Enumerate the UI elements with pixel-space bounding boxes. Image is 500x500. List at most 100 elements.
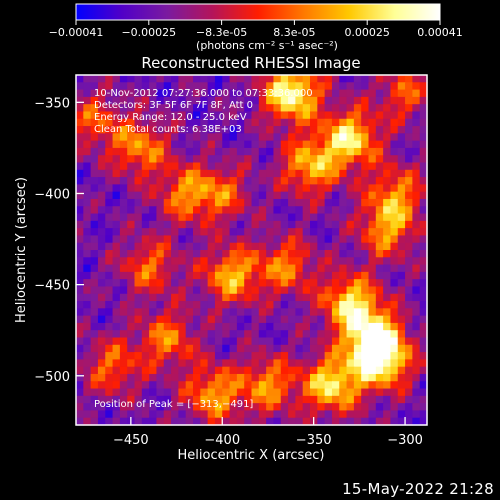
heatmap-cell <box>156 366 165 375</box>
heatmap-cell <box>222 301 231 309</box>
heatmap-cell <box>273 133 282 142</box>
heatmap-cell <box>163 155 172 164</box>
heatmap-cell <box>331 395 340 404</box>
peak-position-annotation: Position of Peak = [−313,−491] <box>94 399 253 410</box>
heatmap-cell <box>302 220 311 229</box>
heatmap-cell <box>266 220 275 229</box>
heatmap-cell <box>134 82 143 91</box>
heatmap-cell <box>200 104 209 113</box>
heatmap-cell <box>76 184 84 193</box>
heatmap-cell <box>200 198 209 207</box>
heatmap-cell <box>331 191 340 200</box>
heatmap-cell <box>375 359 384 368</box>
heatmap-cell <box>390 257 399 266</box>
heatmap-cell <box>280 410 289 419</box>
heatmap-cell <box>412 104 421 113</box>
heatmap-cell <box>353 373 362 382</box>
heatmap-cell <box>222 82 231 91</box>
heatmap-cell <box>383 191 392 200</box>
heatmap-cell <box>236 169 245 178</box>
heatmap-cell <box>119 140 128 149</box>
heatmap-cell <box>346 162 355 171</box>
heatmap-cell <box>419 133 428 142</box>
heatmap-cell <box>185 403 194 412</box>
heatmap-cell <box>331 250 340 258</box>
heatmap-cell <box>149 82 158 91</box>
heatmap-cell <box>156 140 165 149</box>
heatmap-cell <box>266 410 275 419</box>
heatmap-cell <box>90 133 99 142</box>
heatmap-cell <box>244 279 253 288</box>
heatmap-cell <box>97 381 106 390</box>
heatmap-cell <box>288 373 296 382</box>
heatmap-cell <box>397 242 406 251</box>
heatmap-cell <box>383 206 392 215</box>
heatmap-cell <box>83 235 92 244</box>
heatmap-cell <box>97 147 106 156</box>
heatmap-cell <box>244 89 253 98</box>
heatmap-cell <box>258 410 267 419</box>
heatmap-cell <box>405 359 413 368</box>
heatmap-cell <box>397 381 406 390</box>
heatmap-cell <box>171 330 179 339</box>
heatmap-cell <box>258 337 267 346</box>
heatmap-cell <box>375 403 384 412</box>
heatmap-cell <box>288 366 296 375</box>
heatmap-cell <box>368 322 377 331</box>
heatmap-cell <box>405 169 413 178</box>
heatmap-cell <box>280 250 289 258</box>
heatmap-cell <box>288 250 296 258</box>
heatmap-cell <box>383 220 392 229</box>
heatmap-cell <box>76 279 84 288</box>
heatmap-cell <box>258 395 267 404</box>
heatmap-cell <box>156 213 165 222</box>
y-tick-label: −350 <box>34 96 70 111</box>
heatmap-cell <box>222 344 231 353</box>
heatmap-cell <box>171 111 179 120</box>
heatmap-cell <box>317 337 326 346</box>
heatmap-cell <box>163 388 172 397</box>
heatmap-cell <box>134 257 143 266</box>
heatmap-cell <box>156 155 165 164</box>
heatmap-cell <box>310 184 318 193</box>
heatmap-cell <box>171 242 179 251</box>
heatmap-cell <box>302 155 311 164</box>
heatmap-cell <box>127 388 136 397</box>
heatmap-cell <box>119 133 128 142</box>
heatmap-cell <box>76 293 84 302</box>
heatmap-cell <box>310 198 318 207</box>
heatmap-cell <box>185 104 194 113</box>
heatmap-cell <box>361 250 370 258</box>
heatmap-cell <box>141 395 150 404</box>
heatmap-cell <box>346 352 355 360</box>
heatmap-cell <box>127 373 136 382</box>
heatmap-cell <box>368 293 377 302</box>
heatmap-cell <box>244 82 253 91</box>
heatmap-cell <box>397 155 406 164</box>
heatmap-cell <box>97 330 106 339</box>
heatmap-cell <box>346 213 355 222</box>
heatmap-cell <box>149 140 158 149</box>
heatmap-cell <box>361 417 370 426</box>
heatmap-cell <box>361 220 370 229</box>
heatmap-cell <box>119 352 128 360</box>
heatmap-cell <box>200 322 209 331</box>
heatmap-cell <box>397 344 406 353</box>
heatmap-cell <box>273 184 282 193</box>
heatmap-cell <box>207 403 216 412</box>
heatmap-cell <box>156 228 165 237</box>
heatmap-cell <box>141 82 150 91</box>
heatmap-cell <box>419 206 428 215</box>
heatmap-cell <box>141 271 150 280</box>
heatmap-cell <box>419 381 428 390</box>
heatmap-cell <box>310 410 318 419</box>
heatmap-cell <box>412 301 421 309</box>
plot-annotation: Clean Total counts: 6.38E+03 <box>94 124 242 135</box>
heatmap-cell <box>112 126 121 134</box>
heatmap-cell <box>163 89 172 98</box>
heatmap-cell <box>419 366 428 375</box>
heatmap-cell <box>76 359 84 368</box>
heatmap-cell <box>412 322 421 331</box>
heatmap-cell <box>258 315 267 324</box>
heatmap-cell <box>317 198 326 207</box>
